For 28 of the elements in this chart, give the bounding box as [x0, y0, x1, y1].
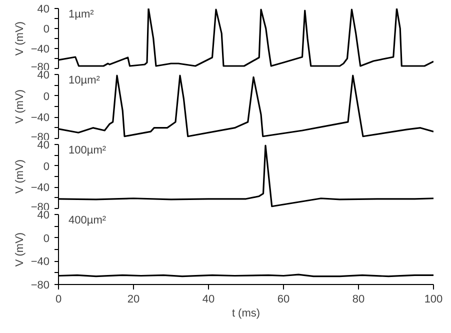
x-tick-label: 40: [202, 294, 215, 306]
x-tick-label: 60: [277, 294, 290, 306]
y-tick-label: −40: [30, 112, 50, 124]
annotation: 100µm²: [68, 144, 106, 156]
line-series: [58, 74, 434, 138]
y-axis-title: V (mV): [14, 159, 26, 194]
y-tick-label: 0: [43, 160, 50, 173]
y-axis-title: V (mV): [14, 21, 26, 56]
y-tick-label: 0: [43, 90, 50, 103]
line-series: [58, 8, 434, 67]
x-tick-label: 0: [55, 294, 62, 306]
y-tick-label: 0: [43, 232, 50, 245]
x-axis-title: t (ms): [232, 308, 260, 320]
line-series: [58, 144, 434, 208]
y-axis-title: V (mV): [14, 89, 26, 124]
y-tick-label: −40: [30, 182, 50, 194]
x-tick-label: 80: [352, 294, 365, 306]
y-tick-label: 0: [43, 24, 50, 36]
x-tick-label: 100: [424, 294, 443, 306]
y-tick-label: −40: [30, 256, 50, 268]
annotation: 10µm²: [68, 74, 100, 86]
x-tick-label: 20: [127, 294, 140, 306]
y-tick-label: −80: [30, 280, 50, 292]
y-tick-label: −40: [30, 44, 50, 56]
y-tick-label: 40: [37, 4, 50, 16]
y-axis-title: V (mV): [14, 232, 26, 267]
annotation: 1µm²: [68, 8, 94, 20]
annotation: 400µm²: [68, 214, 106, 226]
